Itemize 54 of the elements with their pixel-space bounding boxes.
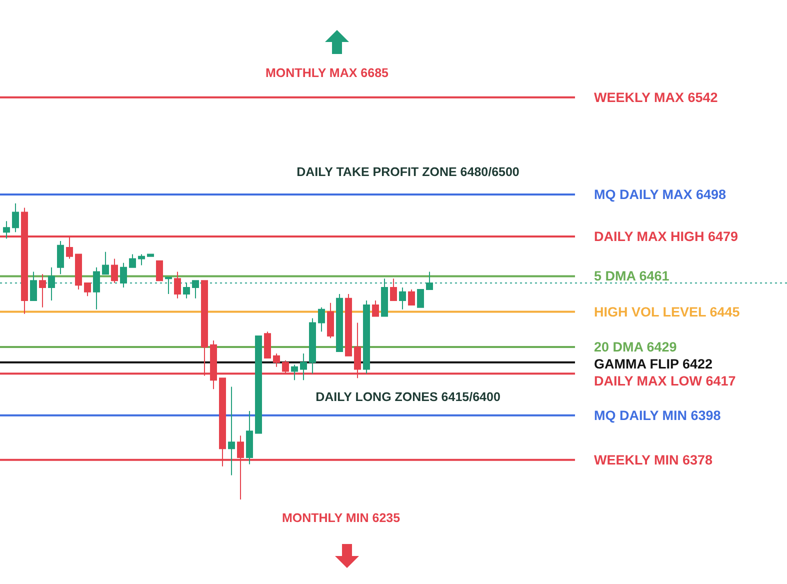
candlestick: [129, 254, 136, 268]
candlestick: [57, 240, 64, 275]
candlestick: [192, 280, 199, 299]
candlestick: [165, 276, 172, 294]
candlestick: [84, 282, 91, 297]
candlestick: [228, 386, 235, 476]
candlestick: [399, 286, 406, 310]
candlestick: [381, 278, 388, 317]
candlestick: [309, 318, 316, 374]
ref-line-label: WEEKLY MIN 6378: [594, 452, 714, 468]
candlestick: [300, 353, 307, 381]
ref-line-label: DAILY MAX HIGH 6479: [594, 229, 738, 244]
ref-line-label: WEEKLY MAX 6542: [594, 90, 718, 105]
candlestick: [30, 271, 37, 302]
ref-line-label: MQ DAILY MAX 6498: [594, 186, 727, 202]
candlestick: [3, 220, 10, 240]
candlestick: [48, 266, 55, 302]
candlestick: [318, 306, 325, 332]
candlestick: [246, 410, 253, 465]
candlestick: [39, 274, 46, 308]
candlestick: [93, 266, 100, 310]
candlestick: [147, 254, 154, 257]
candlestick: [372, 300, 379, 317]
candlestick: [255, 336, 262, 434]
candlestick: [363, 300, 370, 374]
ref-line-label: 5 DMA 6461: [594, 268, 670, 284]
candlestick: [120, 262, 127, 288]
candlestick: [138, 254, 145, 266]
annotation: DAILY LONG ZONES 6415/6400: [316, 390, 500, 404]
candlestick: [390, 278, 397, 302]
ref-line-label: HIGH VOL LEVEL 6445: [594, 304, 740, 320]
candlestick: [408, 289, 415, 306]
text: MONTHLY MIN 6235: [282, 511, 400, 525]
ref-line-label: 20 DMA 6429: [594, 340, 677, 355]
candlestick: [111, 258, 118, 284]
candlestick: [183, 282, 190, 299]
candlestick: [336, 293, 343, 352]
candlestick: [75, 254, 82, 290]
text: MONTHLY MAX 6685: [266, 66, 389, 80]
candlestick: [345, 293, 352, 356]
candlestick: [264, 331, 271, 358]
ref-line-label: GAMMA FLIP 6422: [594, 356, 713, 372]
candlestick: [174, 271, 181, 299]
candlestick: [156, 260, 163, 282]
ref-line-label: DAILY MAX LOW 6417: [594, 374, 736, 389]
candlestick: [273, 353, 280, 368]
candlestick: [102, 251, 109, 275]
text: DAILY TAKE PROFIT ZONE 6480/6500: [296, 165, 520, 179]
candlestick: [291, 364, 298, 381]
candlestick: [12, 202, 19, 233]
candlestick: [417, 289, 424, 308]
candlestick: [327, 302, 334, 339]
candlestick: [426, 271, 433, 290]
ref-line-label: MQ DAILY MIN 6398: [594, 408, 722, 423]
